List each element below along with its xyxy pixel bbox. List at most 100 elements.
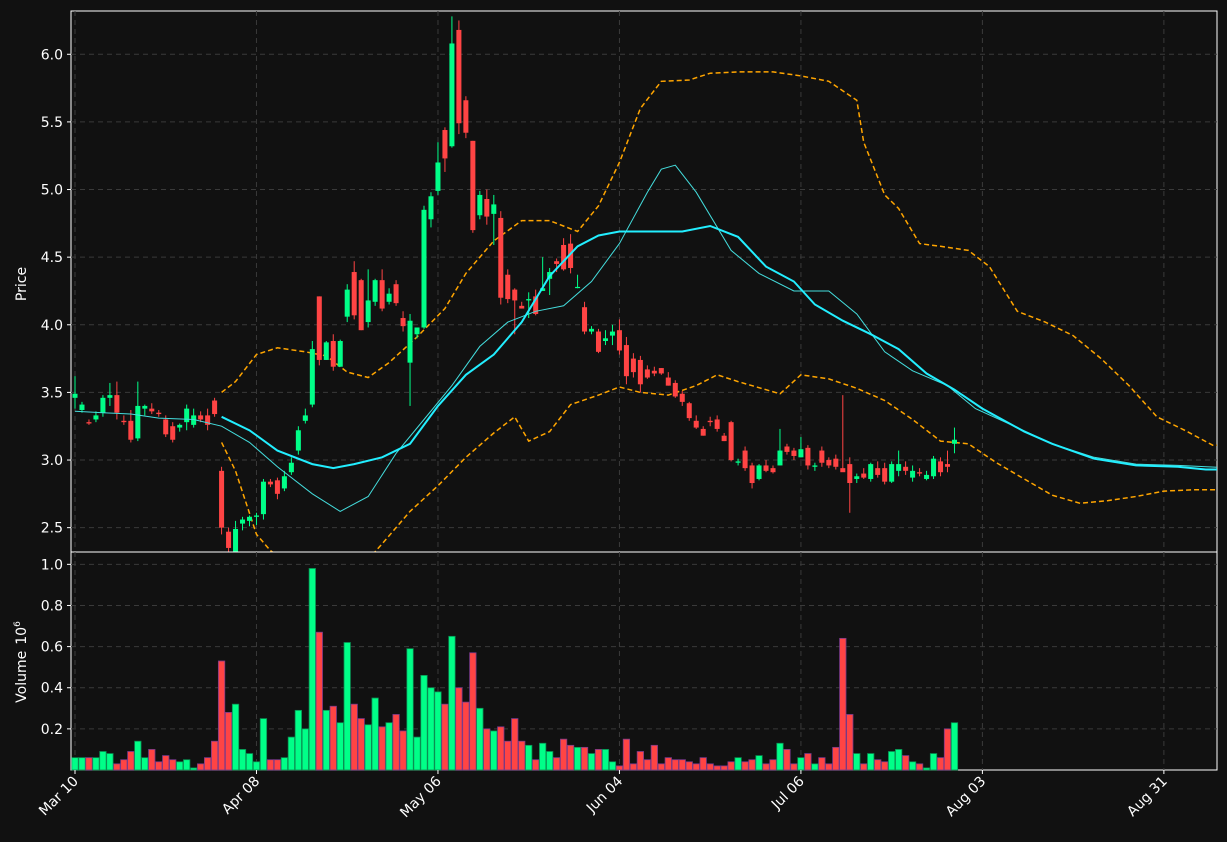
candle-body — [386, 293, 392, 302]
volume-bar — [176, 761, 184, 771]
candle-body — [421, 209, 427, 328]
candle-body — [756, 465, 762, 479]
volume-bar — [183, 759, 191, 771]
volume-bar — [559, 738, 568, 771]
volume-bars — [71, 568, 959, 771]
candle-body — [428, 196, 434, 220]
volume-bar — [546, 751, 554, 771]
volume-bar — [469, 652, 477, 771]
volume-bar — [762, 763, 770, 771]
candle-body — [86, 422, 92, 424]
volume-bar — [301, 728, 309, 771]
candle-body — [791, 450, 797, 456]
price-panel: 2.5 3.0 3.5 4.0 4.5 5.0 5.5 6.0 Price — [14, 10, 1218, 553]
volume-bar — [797, 757, 805, 771]
volume-y-tick-label: 1.0 — [41, 557, 63, 573]
volume-bar — [455, 687, 463, 771]
candle-body — [910, 470, 916, 478]
volume-bar — [839, 637, 847, 771]
candle-body — [344, 289, 350, 317]
candle-body — [693, 420, 699, 428]
candle-body — [665, 377, 671, 386]
volume-bar — [685, 761, 693, 771]
volume-bar — [699, 757, 707, 771]
volume-bar — [322, 709, 330, 771]
volume-bar — [476, 707, 484, 771]
candle-body — [463, 100, 469, 133]
volume-bar — [336, 722, 344, 771]
candlesticks — [72, 16, 957, 552]
candle-body — [400, 318, 406, 327]
candle-body — [330, 341, 336, 367]
volume-bar — [448, 635, 456, 771]
volume-bar — [141, 757, 149, 771]
volume-bar — [85, 757, 93, 771]
candle-body — [861, 473, 867, 478]
candle-body — [721, 435, 727, 442]
volume-y-tick-label: 0.4 — [41, 681, 63, 697]
candle-body — [749, 465, 755, 484]
candle-body — [540, 288, 546, 291]
candle-body — [477, 194, 483, 216]
candle-body — [184, 408, 190, 423]
candle-body — [351, 272, 357, 316]
volume-bar — [280, 757, 289, 771]
price-y-tick-label: 5.0 — [41, 183, 63, 199]
volume-bar — [566, 744, 575, 771]
volume-bar — [287, 736, 295, 771]
volume-bar — [727, 761, 735, 771]
candle-body — [826, 460, 832, 466]
price-y-tick-label: 3.0 — [41, 453, 63, 469]
candle-body — [770, 468, 776, 473]
volume-bar — [343, 642, 351, 771]
candle-body — [819, 450, 825, 463]
price-y-tick-label: 3.5 — [41, 385, 63, 401]
ma-fast-line — [74, 164, 1217, 512]
candle-body — [456, 29, 462, 124]
volume-y-ticks: 0.2 0.4 0.6 0.8 1.0 — [41, 557, 71, 738]
volume-bar — [399, 730, 407, 771]
moving-averages — [74, 164, 1217, 512]
volume-bar — [936, 757, 945, 771]
candle-body — [260, 481, 266, 515]
volume-bar — [706, 763, 714, 771]
candle-body — [79, 404, 85, 410]
candle-body — [840, 468, 846, 473]
volume-bar — [601, 749, 610, 771]
volume-bar — [350, 703, 358, 771]
price-panel-frame — [70, 10, 1218, 553]
candle-body — [728, 422, 734, 461]
volume-bar — [204, 757, 212, 771]
volume-bar — [713, 765, 721, 771]
price-y-tick-label: 4.5 — [41, 250, 63, 266]
volume-bar — [908, 761, 917, 771]
candle-body — [742, 450, 748, 469]
volume-bar — [210, 740, 219, 771]
candle-body — [686, 403, 692, 419]
volume-bar — [580, 746, 589, 771]
volume-bar — [804, 753, 812, 771]
candle-body — [316, 296, 322, 360]
candle-body — [589, 328, 595, 332]
volume-label-base: 10 — [14, 627, 30, 645]
candle-body — [672, 382, 678, 397]
candle-body — [582, 307, 588, 332]
volume-bar — [769, 759, 777, 771]
volume-bar — [748, 759, 756, 771]
candle-body — [944, 464, 951, 467]
candle-body — [854, 476, 860, 479]
volume-bar — [895, 749, 903, 771]
volume-bar — [643, 759, 651, 771]
candle-body — [393, 284, 399, 304]
candle-body — [575, 286, 581, 289]
candle-body — [896, 464, 902, 471]
candle-body — [777, 450, 783, 466]
volume-bar — [441, 703, 449, 771]
volume-bar — [755, 755, 763, 771]
candle-body — [903, 466, 909, 471]
candle-body — [595, 331, 602, 352]
candle-body — [442, 130, 448, 159]
candle-body — [435, 162, 441, 191]
candle-body — [309, 349, 315, 405]
candle-body — [302, 415, 308, 421]
